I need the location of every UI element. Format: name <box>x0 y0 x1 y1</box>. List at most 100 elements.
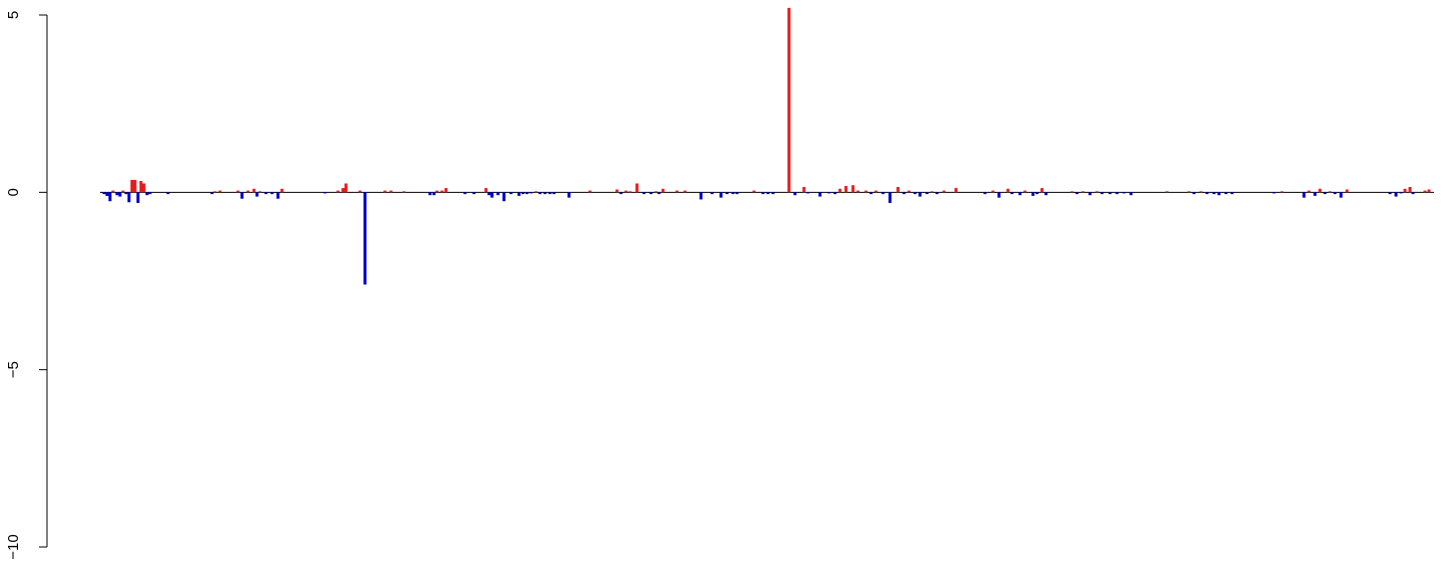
bar <box>567 192 571 198</box>
bar <box>1031 192 1035 196</box>
bar <box>1230 192 1234 195</box>
bar <box>148 192 152 195</box>
y-tick-label: −5 <box>5 361 22 378</box>
bar <box>124 192 128 195</box>
bar <box>484 188 488 193</box>
bar <box>787 7 791 193</box>
bar <box>130 179 134 193</box>
bar <box>1212 192 1216 195</box>
bar <box>102 192 106 195</box>
bar <box>258 191 262 193</box>
bar <box>1302 192 1306 198</box>
bar <box>654 191 658 193</box>
bar <box>389 190 393 193</box>
bar <box>761 192 765 195</box>
bar <box>1100 192 1104 195</box>
bar <box>1318 188 1322 193</box>
bar <box>1333 192 1337 195</box>
bars-group <box>102 7 1431 285</box>
bar <box>874 190 878 193</box>
bar <box>619 192 623 195</box>
bar <box>838 188 842 193</box>
bar <box>735 192 739 195</box>
bar <box>521 192 525 195</box>
bar <box>463 192 467 195</box>
bar <box>270 192 274 195</box>
bar <box>548 192 552 195</box>
bar <box>487 192 491 196</box>
bar <box>280 188 284 193</box>
bar <box>1095 191 1099 193</box>
bar <box>363 192 367 285</box>
bar <box>1187 191 1191 193</box>
bar <box>1307 190 1311 193</box>
bar <box>913 192 917 195</box>
bar <box>766 192 770 195</box>
bar <box>1199 191 1203 193</box>
bar <box>1115 192 1119 195</box>
bar <box>472 192 476 195</box>
bar <box>543 192 547 195</box>
bar <box>1224 192 1228 195</box>
bar <box>236 190 240 193</box>
bar <box>538 192 542 195</box>
bar <box>827 192 831 194</box>
bar <box>902 192 906 195</box>
bar <box>983 192 987 195</box>
bar <box>336 190 340 193</box>
bar <box>276 192 280 199</box>
bar <box>1394 192 1398 197</box>
bar <box>341 188 345 193</box>
bar <box>806 192 810 194</box>
bar <box>1388 192 1392 195</box>
bar <box>402 191 406 193</box>
bar <box>588 190 592 193</box>
bar <box>1023 190 1027 193</box>
bar <box>133 179 137 193</box>
y-axis: 5 0 −5 −10 <box>5 11 48 560</box>
bar <box>1044 192 1048 196</box>
bar <box>752 190 756 193</box>
bar <box>719 192 723 198</box>
bar <box>1122 192 1126 194</box>
bar <box>888 192 892 203</box>
bar <box>517 192 521 196</box>
bar <box>771 192 775 195</box>
bar <box>121 190 125 193</box>
bar <box>925 192 929 195</box>
bar <box>675 190 679 193</box>
bar <box>833 192 837 195</box>
bar <box>930 191 934 193</box>
bar <box>851 185 855 193</box>
bar <box>699 192 703 200</box>
bar <box>1070 191 1074 193</box>
bar <box>1403 188 1407 193</box>
bar <box>1411 192 1415 195</box>
bar <box>432 192 436 196</box>
bar <box>954 188 958 193</box>
bar <box>118 192 122 197</box>
bar <box>1108 192 1112 195</box>
bar <box>1280 191 1284 193</box>
bar <box>105 192 109 196</box>
bar <box>529 192 533 194</box>
bar <box>1339 192 1343 198</box>
bar <box>896 187 900 193</box>
bar <box>642 192 646 195</box>
bar <box>1192 192 1196 195</box>
bar <box>428 192 432 196</box>
bar <box>1408 187 1412 193</box>
bar <box>725 192 729 195</box>
bar <box>1427 189 1431 193</box>
bar <box>383 190 387 193</box>
bar <box>864 190 868 193</box>
bar <box>435 190 439 193</box>
bar <box>1018 192 1022 196</box>
bar <box>907 190 911 193</box>
bar <box>444 188 448 193</box>
bar <box>108 192 112 202</box>
bar <box>628 191 632 193</box>
bar <box>1205 192 1209 195</box>
bar <box>255 192 259 197</box>
bar <box>358 190 362 193</box>
